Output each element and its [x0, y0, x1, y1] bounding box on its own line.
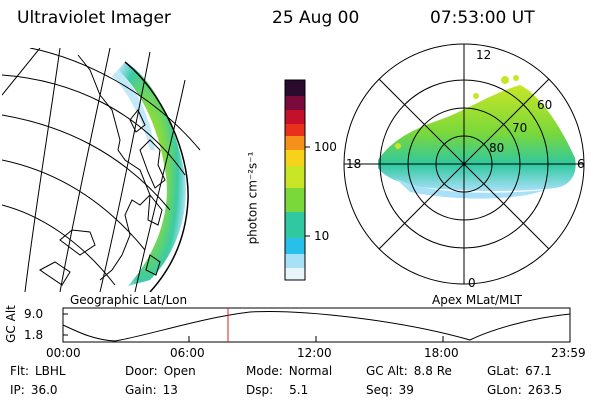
altitude-xtick-0600: 06:00: [170, 346, 205, 360]
intensity-colorbar: [284, 79, 310, 281]
polar-panel-label: Apex MLat/MLT: [432, 293, 522, 307]
time-label: 07:53:00 UT: [430, 8, 535, 28]
instrument-title: Ultraviolet Imager: [17, 8, 171, 28]
altitude-axis-label: GC Alt: [3, 305, 18, 343]
geographic-map-panel: [2, 48, 201, 292]
altitude-xtick-1800: 18:00: [424, 346, 459, 360]
info-filter: Flt: LBHL: [10, 364, 66, 378]
colorbar-tick-100: 100: [314, 140, 337, 154]
geo-aurora-band: [118, 62, 186, 286]
mlat-label-60: 60: [537, 98, 553, 112]
info-dsp: Dsp: 5.1: [246, 383, 309, 397]
altitude-ytick-9: 9.0: [24, 307, 44, 321]
colorbar-tick-10: 10: [314, 229, 330, 243]
info-gain: Gain: 13: [125, 383, 178, 397]
info-ip: IP: 36.0: [10, 383, 58, 397]
colorbar-unit-label: photon cm⁻²s⁻¹: [245, 151, 260, 245]
altitude-curve: [62, 311, 571, 342]
polar-mlat-mlt-panel: [343, 43, 585, 285]
date-label: 25 Aug 00: [272, 8, 360, 28]
geographic-panel-label: Geographic Lat/Lon: [70, 293, 188, 307]
mlt-label-6: 6: [577, 157, 585, 171]
mlt-label-0: 0: [468, 276, 476, 290]
altitude-xtick-2359: 23:59: [551, 346, 586, 360]
altitude-xtick-1200: 12:00: [297, 346, 332, 360]
mlat-label-70: 70: [512, 121, 528, 135]
info-glat: GLat: 67.1: [487, 364, 552, 378]
info-glon: GLon: 263.5: [487, 383, 563, 397]
mlt-label-18: 18: [346, 157, 362, 171]
altitude-ytick-1-8: 1.8: [24, 328, 44, 342]
mlat-label-80: 80: [489, 141, 505, 155]
info-gc-alt: GC Alt: 8.8 Re: [366, 364, 452, 378]
info-door: Door: Open: [125, 364, 196, 378]
info-seq: Seq: 39: [366, 383, 414, 397]
mlt-label-12: 12: [476, 48, 492, 62]
altitude-plot: [62, 307, 571, 343]
altitude-xtick-0000: 00:00: [46, 346, 81, 360]
info-mode: Mode: Normal: [246, 364, 333, 378]
